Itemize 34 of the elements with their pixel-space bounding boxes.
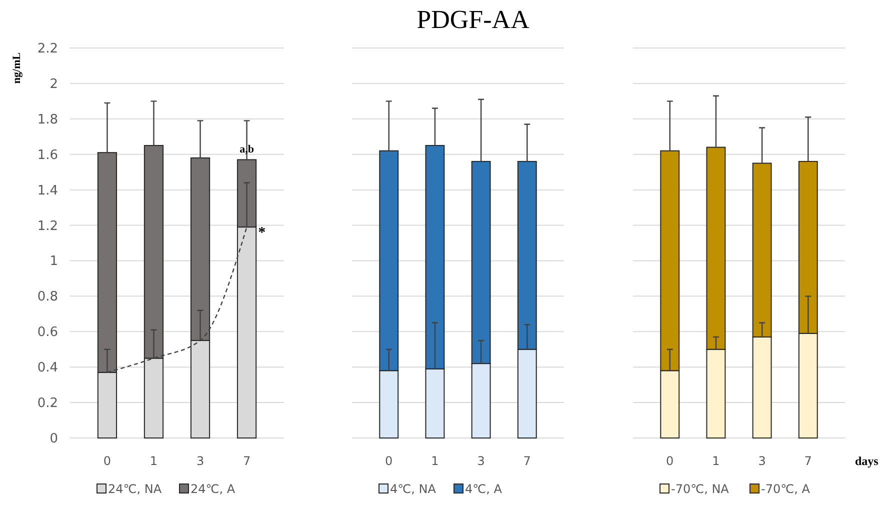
x-axis-title: days [855, 454, 879, 468]
chart-title: PDGF-AA [416, 5, 530, 34]
legend-label: 24℃, NA [108, 482, 162, 496]
legend-label: -70℃, NA [671, 482, 730, 496]
y-tick-label: 0.2 [37, 396, 58, 412]
x-tick-label: 3 [196, 454, 204, 468]
y-tick-label: 1.6 [37, 148, 58, 163]
x-tick-label: 7 [242, 454, 251, 468]
annotation: * [258, 225, 266, 242]
x-tick-label: 0 [385, 454, 393, 468]
y-tick-label: 1.4 [37, 183, 58, 198]
x-tick-label: 1 [712, 454, 720, 468]
legend-label: 24℃, A [190, 482, 236, 496]
y-tick-label: 1 [50, 254, 58, 270]
x-tick-label: 7 [804, 454, 812, 468]
x-tick-label: 3 [477, 454, 485, 468]
x-tick-label: 7 [523, 454, 531, 468]
legend-label: 4℃, NA [390, 482, 437, 496]
y-tick-label: 0.8 [37, 290, 58, 305]
y-tick-label: 0.6 [37, 325, 58, 340]
y-tick-label: 2 [50, 76, 58, 92]
y-tick-label: 0 [50, 432, 58, 446]
legend-label: 4℃, A [465, 482, 503, 496]
y-tick-label: 2.2 [37, 42, 58, 56]
x-tick-label: 1 [431, 454, 439, 468]
x-tick-label: 0 [666, 454, 674, 468]
y-tick-label: 1.8 [37, 112, 58, 128]
legend-label: -70℃, A [761, 482, 811, 496]
x-tick-label: 3 [758, 454, 766, 468]
x-tick-label: 1 [150, 454, 158, 468]
y-tick-label: 1.2 [37, 218, 58, 234]
y-tick-label: 0.4 [37, 360, 58, 376]
y-axis-title: ng/mL [11, 52, 23, 84]
x-tick-label: 0 [103, 454, 112, 468]
